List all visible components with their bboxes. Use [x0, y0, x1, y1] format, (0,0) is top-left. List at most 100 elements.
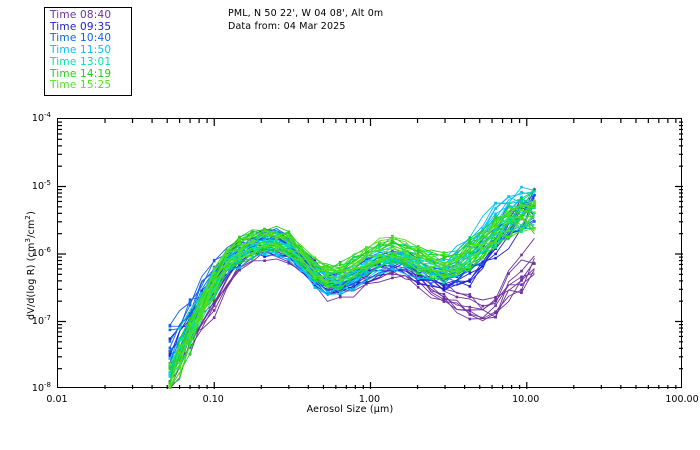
data-point-marker	[468, 262, 472, 265]
data-point-marker	[533, 211, 536, 214]
data-point-marker	[168, 371, 172, 374]
data-point-marker	[494, 207, 497, 210]
data-point-marker	[391, 254, 394, 257]
data-point-marker	[287, 253, 291, 257]
data-point-marker	[391, 257, 394, 260]
data-point-marker	[313, 259, 317, 262]
data-point-marker	[533, 202, 536, 205]
data-point-marker	[250, 239, 254, 242]
data-point-marker	[429, 272, 433, 276]
data-point-marker	[212, 299, 216, 302]
legend-entry: Time 09:35	[50, 20, 112, 33]
data-point-marker	[442, 283, 446, 286]
data-point-marker	[468, 265, 472, 268]
data-point-marker	[520, 203, 523, 207]
data-point-marker	[225, 261, 228, 264]
data-point-marker	[326, 283, 329, 287]
data-point-marker	[238, 238, 241, 241]
data-point-marker	[263, 232, 266, 236]
data-point-marker	[391, 267, 394, 270]
data-point-marker	[442, 269, 446, 272]
data-point-marker	[442, 256, 446, 259]
data-point-marker	[468, 293, 472, 296]
data-point-marker	[481, 264, 485, 267]
data-point-marker	[442, 274, 446, 278]
data-point-marker	[507, 229, 510, 232]
data-point-marker	[275, 250, 278, 253]
data-point-marker	[313, 286, 317, 289]
data-point-marker	[263, 239, 266, 243]
data-point-marker	[338, 272, 342, 275]
data-point-marker	[520, 269, 523, 273]
data-point-marker	[275, 243, 278, 247]
data-point-marker	[481, 240, 485, 243]
data-point-marker	[212, 301, 216, 305]
data-point-marker	[442, 299, 446, 302]
y-tick-label: 10-4	[31, 111, 51, 125]
data-point-marker	[365, 248, 368, 252]
data-point-marker	[391, 244, 394, 248]
data-point-marker	[468, 285, 472, 288]
legend-entry: Time 14:19	[50, 67, 112, 80]
data-point-marker	[287, 249, 291, 253]
data-point-marker	[468, 295, 472, 299]
data-point-marker	[168, 366, 172, 369]
data-point-marker	[212, 258, 216, 262]
data-point-marker	[494, 299, 497, 303]
data-point-marker	[455, 257, 459, 261]
data-point-marker	[365, 263, 368, 267]
data-point-marker	[188, 337, 192, 340]
data-point-marker	[494, 246, 497, 249]
data-point-marker	[263, 248, 266, 251]
data-point-marker	[365, 268, 368, 272]
data-point-marker	[365, 250, 368, 254]
data-point-marker	[212, 280, 216, 284]
data-point-marker	[416, 271, 420, 274]
x-tick-label: 0.10	[202, 394, 224, 405]
data-point-marker	[416, 268, 420, 272]
data-point-marker	[416, 252, 420, 256]
data-point-marker	[287, 234, 291, 237]
data-point-marker	[225, 254, 228, 257]
data-point-marker	[299, 251, 303, 255]
data-point-marker	[225, 250, 228, 254]
data-point-marker	[494, 311, 497, 315]
data-point-marker	[520, 197, 523, 200]
data-point-marker	[378, 253, 381, 257]
data-point-marker	[507, 195, 510, 198]
data-point-marker	[263, 253, 266, 256]
data-point-marker	[168, 346, 172, 350]
data-point-marker	[287, 260, 291, 264]
data-point-marker	[416, 264, 420, 268]
data-point-marker	[188, 313, 192, 317]
data-point-marker	[442, 277, 446, 281]
data-point-marker	[168, 328, 172, 332]
data-point-marker	[168, 349, 172, 353]
data-point-marker	[263, 245, 266, 248]
data-point-marker	[238, 240, 241, 244]
data-curve	[169, 216, 535, 389]
data-point-marker	[275, 234, 278, 238]
data-point-marker	[365, 281, 368, 284]
data-point-marker	[275, 247, 278, 250]
data-point-marker	[287, 262, 291, 265]
data-curve	[169, 202, 535, 384]
data-point-marker	[299, 247, 303, 251]
title-block: PML, N 50 22', W 04 08', Alt 0m Data fro…	[228, 7, 383, 33]
data-point-marker	[520, 202, 523, 205]
data-point-marker	[200, 298, 203, 302]
data-point-marker	[238, 236, 241, 239]
data-point-marker	[238, 266, 241, 269]
data-point-marker	[416, 250, 420, 253]
data-point-marker	[250, 231, 254, 235]
data-point-marker	[250, 234, 254, 237]
data-point-marker	[494, 212, 497, 216]
data-point-marker	[212, 287, 216, 290]
data-point-marker	[455, 270, 459, 273]
data-point-marker	[429, 265, 433, 269]
data-point-marker	[168, 354, 172, 358]
data-point-marker	[287, 255, 291, 258]
data-point-marker	[326, 290, 329, 294]
data-point-marker	[178, 367, 181, 370]
